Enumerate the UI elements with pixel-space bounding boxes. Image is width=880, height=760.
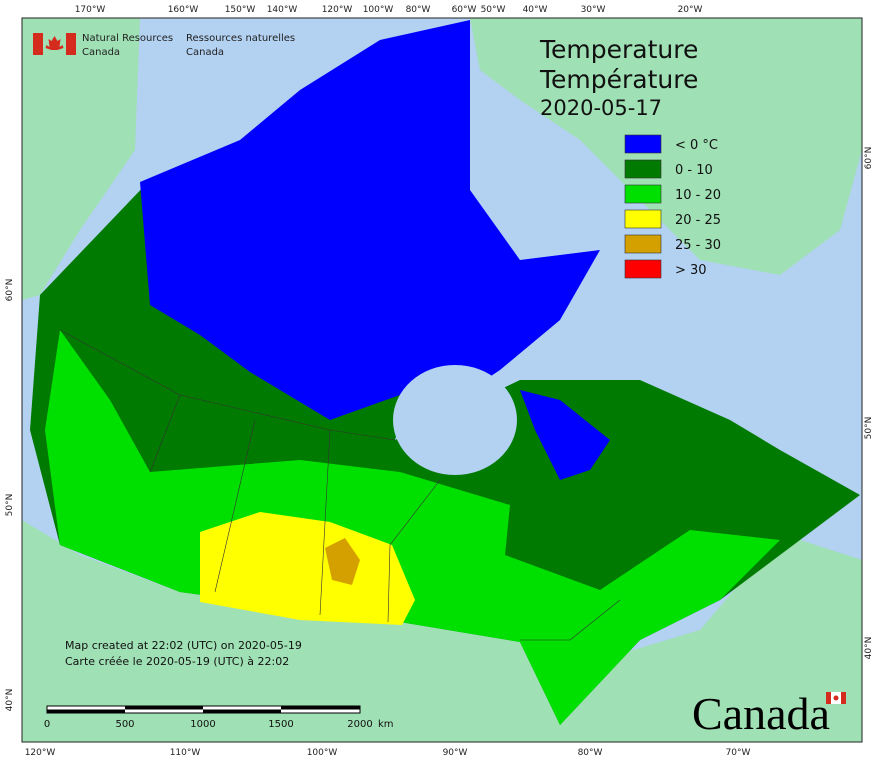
legend-label: > 30 bbox=[675, 263, 707, 278]
scale-label: 2000 bbox=[347, 719, 372, 730]
longitude-label: 160°W bbox=[168, 5, 199, 15]
scale-label: 0 bbox=[44, 719, 50, 730]
legend-swatch bbox=[624, 134, 662, 154]
map-body bbox=[22, 18, 862, 742]
longitude-label: 120°W bbox=[322, 5, 353, 15]
zone-25-30 bbox=[325, 538, 360, 585]
scale-bar bbox=[46, 705, 361, 714]
greenland bbox=[470, 18, 862, 275]
hudson-bay bbox=[393, 365, 517, 475]
scale-unit: km bbox=[378, 719, 394, 730]
latitude-label: 40°N bbox=[864, 637, 874, 660]
longitude-label: 80°W bbox=[578, 748, 603, 758]
longitude-label: 150°W bbox=[225, 5, 256, 15]
latitude-label: 50°N bbox=[864, 417, 874, 440]
usa bbox=[22, 520, 862, 742]
scale-label: 1000 bbox=[190, 719, 215, 730]
wordmark-flag bbox=[826, 692, 846, 704]
zone-below-0-labrador bbox=[520, 390, 610, 480]
longitude-label: 170°W bbox=[75, 5, 106, 15]
scale-label: 1500 bbox=[268, 719, 293, 730]
latitude-label: 60°N bbox=[864, 147, 874, 170]
latitude-label: 60°N bbox=[5, 279, 15, 302]
longitude-label: 100°W bbox=[363, 5, 394, 15]
note: Map created at 22:02 (UTC) on 2020-05-19 bbox=[65, 639, 302, 652]
scale-label: 500 bbox=[115, 719, 134, 730]
title-en: Temperature bbox=[539, 35, 698, 64]
longitude-label: 60°W bbox=[452, 5, 477, 15]
longitude-label: 120°W bbox=[25, 748, 56, 758]
longitude-label: 40°W bbox=[523, 5, 548, 15]
legend-swatch bbox=[624, 184, 662, 204]
legend-swatch bbox=[624, 159, 662, 179]
org-fr: Ressources naturelles bbox=[186, 33, 295, 44]
title-fr: Température bbox=[539, 65, 698, 94]
canada-wordmark: Canada bbox=[692, 688, 830, 739]
legend-label: < 0 °C bbox=[675, 138, 718, 153]
zone-10-20 bbox=[45, 330, 780, 725]
scale-labels: 0 500 1000 1500 2000 km bbox=[44, 719, 394, 730]
longitude-label: 20°W bbox=[678, 5, 703, 15]
alaska bbox=[22, 18, 140, 300]
latitude-label: 50°N bbox=[5, 494, 15, 517]
zone-below-0 bbox=[140, 20, 600, 420]
legend: < 0 °C 0 - 10 10 - 20 20 - 25 25 - 30 > 30 bbox=[624, 134, 721, 279]
longitude-label: 140°W bbox=[267, 5, 298, 15]
org-en: Canada bbox=[82, 47, 120, 58]
longitude-label: 50°W bbox=[481, 5, 506, 15]
graticule-labels: 170°W 160°W 150°W 140°W 120°W 100°W 80°W 60°W 50… bbox=[5, 5, 874, 758]
org-en: Natural Resources bbox=[82, 33, 173, 44]
org-fr: Canada bbox=[186, 47, 224, 58]
legend-label: 0 - 10 bbox=[675, 163, 713, 178]
legend-label: 10 - 20 bbox=[675, 188, 721, 203]
zone-20-25 bbox=[200, 512, 415, 625]
nrcan-logo bbox=[33, 33, 76, 55]
longitude-label: 110°W bbox=[170, 748, 201, 758]
longitude-label: 70°W bbox=[726, 748, 751, 758]
latitude-label: 40°N bbox=[5, 689, 15, 712]
map-date: 2020-05-17 bbox=[540, 96, 662, 120]
legend-swatch bbox=[624, 234, 662, 254]
longitude-label: 90°W bbox=[443, 748, 468, 758]
legend-swatch bbox=[624, 209, 662, 229]
legend-swatch bbox=[624, 259, 662, 279]
longitude-label: 80°W bbox=[406, 5, 431, 15]
legend-label: 25 - 30 bbox=[675, 238, 721, 253]
note: Carte créée le 2020-05-19 (UTC) à 22:02 bbox=[65, 655, 289, 668]
longitude-label: 100°W bbox=[307, 748, 338, 758]
map-frame bbox=[21, 17, 863, 743]
legend-label: 20 - 25 bbox=[675, 213, 721, 228]
longitude-label: 30°W bbox=[581, 5, 606, 15]
borders bbox=[59, 329, 621, 641]
